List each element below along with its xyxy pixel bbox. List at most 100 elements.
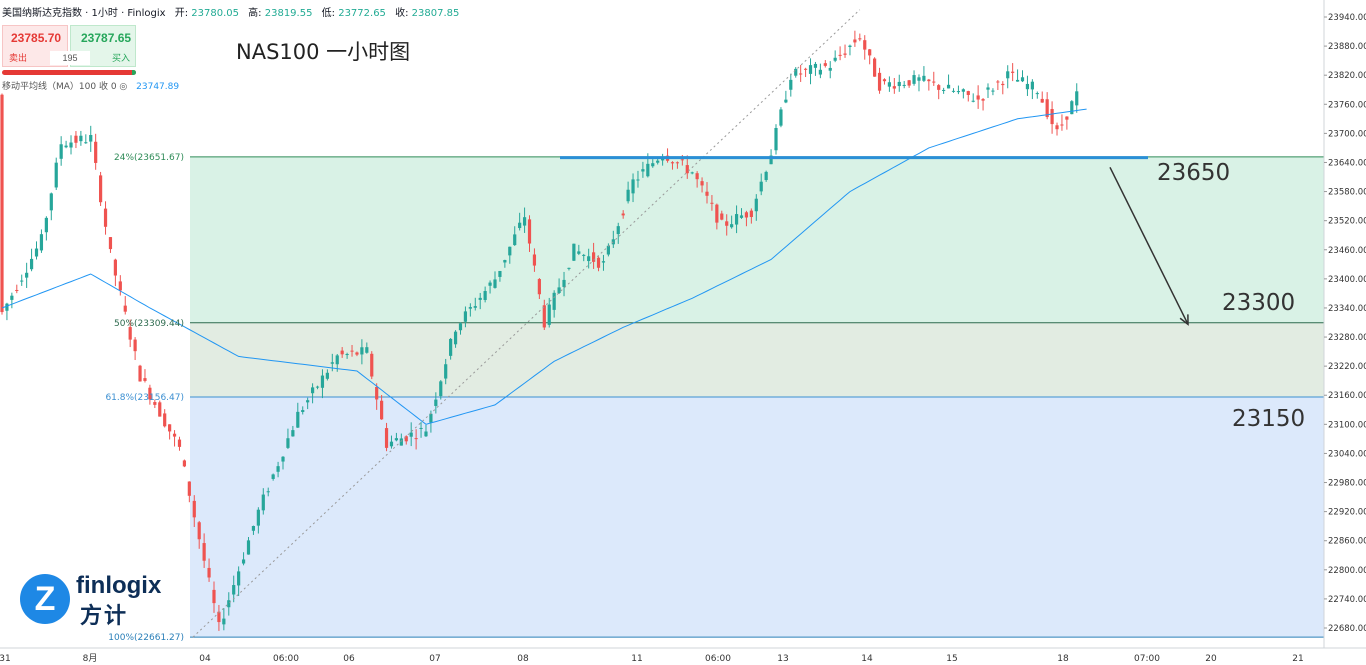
candle-body — [518, 222, 522, 229]
candle-body — [981, 99, 985, 101]
candle-body — [774, 127, 778, 151]
candle-body — [882, 79, 887, 82]
candle-body — [20, 280, 24, 282]
candle-body — [734, 214, 739, 225]
candle-body — [848, 45, 852, 48]
arrow-shaft — [1109, 166, 1189, 325]
candle-body — [641, 169, 645, 172]
y-tick-label: 23760.00 — [1328, 100, 1366, 110]
candle-body — [301, 410, 305, 413]
candle-body — [394, 438, 398, 441]
x-tick-label: 8月 — [83, 653, 98, 664]
candle-body — [5, 303, 9, 311]
candle-body — [1015, 79, 1020, 82]
candle-body — [577, 251, 581, 254]
open-value: 23780.05 — [191, 8, 239, 19]
time-axis[interactable]: 31 8月 04 06:00 06 07 08 11 06:00 13 14 15 18 07:00 20 2… — [0, 647, 1366, 664]
candle-body — [498, 270, 502, 277]
candle-body — [340, 350, 344, 355]
candle-body — [710, 202, 714, 204]
candle-body — [803, 68, 808, 70]
price-axis[interactable]: 23940.00 23880.00 23820.00 23760.00 23700.00… — [1323, 0, 1366, 648]
fib-zone-blue — [190, 396, 1324, 638]
candle-body — [306, 400, 310, 403]
candle-body — [863, 40, 867, 50]
candle-body — [838, 54, 842, 56]
candle-body — [404, 436, 408, 442]
candle-body — [1050, 109, 1054, 125]
candle-body — [187, 481, 191, 496]
candle-body — [84, 142, 88, 144]
instrument-header: 美国纳斯达克指数 · 1小时 · Finlogix 开: 23780.05 高:… — [2, 4, 459, 19]
candle-body — [592, 252, 596, 262]
level-label-23650: 23650 — [1157, 160, 1231, 186]
candle-body — [123, 305, 127, 312]
candle-body — [779, 109, 783, 126]
candle-body — [365, 347, 369, 353]
candle-body — [572, 243, 576, 261]
candle-body — [335, 355, 339, 365]
indicator-label: 移动平均线（MA）100 收 0 ◎ — [2, 82, 128, 92]
candle-body — [764, 171, 768, 181]
candle-body — [64, 145, 68, 148]
candle-body — [646, 163, 650, 177]
candle-body — [325, 372, 329, 379]
y-tick-label: 22800.00 — [1328, 566, 1366, 576]
candle-body — [103, 208, 108, 227]
candle-body — [769, 155, 773, 165]
candle-body — [715, 204, 719, 223]
y-tick-label: 22680.00 — [1328, 624, 1366, 634]
candle-body — [345, 354, 349, 356]
candle-body — [350, 350, 354, 352]
y-tick-label: 23580.00 — [1328, 188, 1366, 198]
x-tick-label: 14 — [861, 654, 873, 664]
y-tick-label: 23160.00 — [1328, 391, 1366, 401]
candle-body — [10, 295, 14, 300]
candle-body — [138, 365, 142, 382]
candle-body — [153, 402, 157, 405]
candle-body — [651, 163, 655, 167]
candle-body — [759, 181, 763, 192]
candle-body — [15, 289, 19, 291]
fib-zone-green — [190, 156, 1324, 323]
candle-body — [626, 189, 630, 202]
indicator-legend[interactable]: 移动平均线（MA）100 收 0 ◎ 23747.89 — [2, 79, 179, 92]
candle-body — [1060, 124, 1064, 126]
candle-body — [266, 491, 270, 493]
candle-body — [74, 135, 78, 143]
candle-body — [281, 456, 285, 462]
candle-body — [54, 162, 58, 188]
candle-body — [547, 304, 551, 325]
candle-body — [69, 142, 73, 148]
candle-body — [375, 386, 379, 400]
candle-body — [690, 172, 694, 174]
candle-body — [29, 258, 34, 270]
level-label-23150: 23150 — [1232, 406, 1306, 432]
down-arrow — [1109, 166, 1189, 326]
candle-body — [971, 100, 975, 102]
candle-body — [552, 292, 556, 310]
candle-body — [429, 413, 433, 423]
candle-body — [739, 215, 744, 218]
candle-body — [212, 589, 216, 604]
y-tick-label: 23640.00 — [1328, 158, 1366, 168]
candle-body — [177, 439, 182, 447]
candle-body — [695, 173, 699, 180]
high-value: 23819.55 — [264, 8, 313, 19]
candle-body — [113, 259, 117, 276]
candle-body — [197, 522, 201, 540]
y-tick-label: 23040.00 — [1328, 449, 1366, 459]
candle-body — [907, 80, 911, 86]
ma-line — [1, 108, 1087, 425]
chart-title: NAS100 一小时图 — [236, 40, 411, 64]
x-tick-label: 21 — [1292, 654, 1303, 664]
y-tick-label: 22980.00 — [1328, 479, 1366, 489]
candle-body — [794, 68, 798, 76]
candle-body — [453, 331, 458, 345]
x-tick-label: 08 — [517, 654, 529, 664]
candle-body — [463, 311, 468, 322]
candle-body — [823, 63, 827, 66]
instrument-name: 美国纳斯达克指数 · 1小时 · Finlogix — [2, 8, 166, 19]
x-tick-label: 15 — [946, 654, 957, 664]
